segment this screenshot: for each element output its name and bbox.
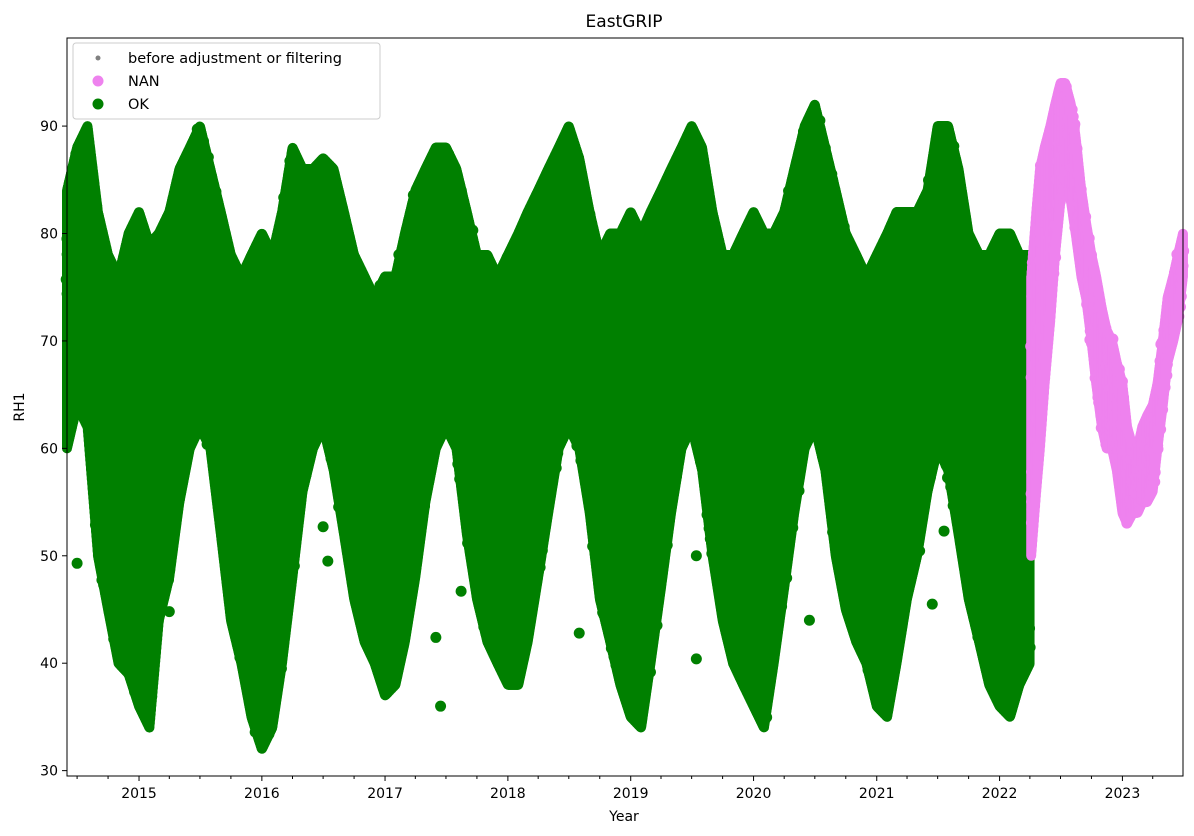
ok-series-points	[60, 99, 1037, 754]
chart-title: EastGRIP	[586, 12, 663, 32]
